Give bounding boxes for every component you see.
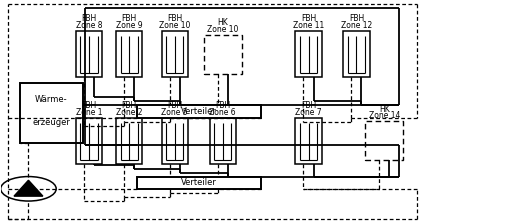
Text: FBH: FBH [348, 14, 364, 23]
Text: Zone 9: Zone 9 [116, 21, 142, 30]
Bar [295, 31, 321, 78]
Text: Wärme-: Wärme- [35, 95, 68, 104]
Text: FBH: FBH [122, 14, 137, 23]
Text: Zone 2: Zone 2 [116, 108, 142, 116]
Bar [76, 31, 102, 78]
Text: Verteiler: Verteiler [180, 107, 216, 116]
Bar [343, 31, 369, 78]
Text: Zone 14: Zone 14 [368, 111, 399, 120]
Bar [295, 118, 321, 164]
Polygon shape [14, 180, 43, 196]
Text: HK: HK [217, 18, 228, 27]
Text: Verteiler: Verteiler [180, 178, 216, 187]
Bar [116, 31, 142, 78]
Text: Zone 10: Zone 10 [207, 25, 238, 34]
Text: Zone 11: Zone 11 [292, 21, 324, 30]
Text: FBH: FBH [300, 101, 316, 110]
Bar [204, 35, 241, 74]
Text: Zone 1: Zone 1 [76, 108, 102, 116]
Bar [20, 83, 83, 143]
Text: FBH: FBH [81, 101, 96, 110]
Text: HK: HK [378, 105, 389, 114]
Bar [137, 105, 260, 118]
Bar [161, 31, 187, 78]
Bar [365, 121, 402, 160]
Text: erzeuger: erzeuger [32, 118, 70, 127]
Text: FBH: FBH [300, 14, 316, 23]
Text: Zone 7: Zone 7 [294, 108, 321, 116]
Bar [76, 118, 102, 164]
Bar [116, 118, 142, 164]
Bar [209, 118, 235, 164]
Text: Zone 8: Zone 8 [76, 21, 102, 30]
Text: FBH: FBH [81, 14, 96, 23]
Bar [137, 177, 260, 189]
Text: Zone 6: Zone 6 [209, 108, 235, 116]
Text: Zone 5: Zone 5 [161, 108, 188, 116]
Text: FBH: FBH [215, 101, 230, 110]
Text: FBH: FBH [122, 101, 137, 110]
Text: Zone 12: Zone 12 [340, 21, 371, 30]
Text: FBH: FBH [167, 14, 182, 23]
Text: FBH: FBH [167, 101, 182, 110]
Text: Zone 10: Zone 10 [159, 21, 190, 30]
Bar [161, 118, 187, 164]
